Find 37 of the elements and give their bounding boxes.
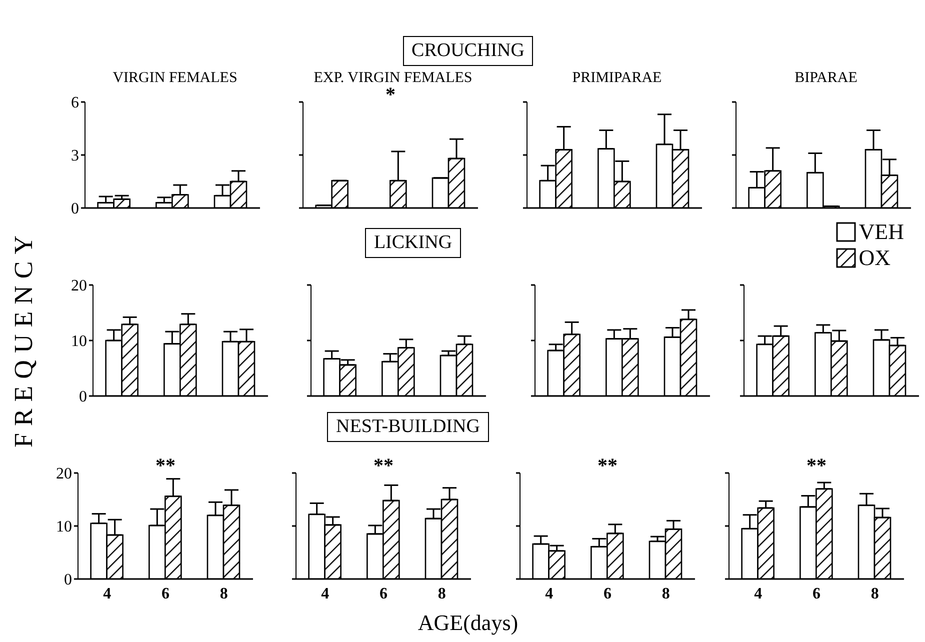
x-tick-label: 8 <box>870 585 879 602</box>
chart-subtitle: CROUCHING <box>402 36 534 66</box>
legend-label: OX <box>858 245 891 271</box>
y-tick-label: 10 <box>56 518 72 536</box>
chart-title: PRIMIPARAE <box>571 70 663 87</box>
x-tick-label: 4 <box>545 585 554 602</box>
chart-subtitle: NEST-BUILDING <box>327 412 489 442</box>
y-tick-label: 10 <box>71 333 87 350</box>
legend-label: VEH <box>858 219 904 245</box>
x-tick-label: 4 <box>103 585 112 602</box>
annotation: ** <box>154 455 176 478</box>
y-tick-label: 20 <box>71 278 87 295</box>
chart-subtitle: LICKING <box>364 228 462 258</box>
x-tick-label: 8 <box>220 585 228 602</box>
annotation: ** <box>596 455 618 478</box>
x-tick-label: 8 <box>662 585 670 602</box>
chart-title: BIPARAE <box>794 70 858 87</box>
x-axis-title: AGE(days) <box>416 610 520 636</box>
annotation: ** <box>806 455 828 478</box>
y-tick-label: 3 <box>71 148 79 165</box>
x-tick-label: 4 <box>321 585 330 602</box>
y-tick-label: 0 <box>79 388 87 406</box>
y-tick-label: 20 <box>56 466 72 483</box>
x-tick-label: 6 <box>162 585 170 602</box>
annotation: ** <box>372 455 394 478</box>
x-tick-label: 6 <box>380 585 388 602</box>
y-tick-label: 0 <box>64 572 72 589</box>
chart-title: EXP. VIRGIN FEMALES <box>312 70 474 87</box>
y-tick-label: 6 <box>71 94 79 112</box>
x-tick-label: 4 <box>754 585 762 602</box>
x-tick-label: 8 <box>438 585 446 602</box>
y-axis-title: FREQUENCY <box>9 228 39 448</box>
x-tick-label: 6 <box>604 585 612 602</box>
y-tick-label: 0 <box>71 200 79 218</box>
x-tick-label: 6 <box>812 585 820 602</box>
chart-title: VIRGIN FEMALES <box>112 70 238 87</box>
annotation: * <box>384 84 396 107</box>
